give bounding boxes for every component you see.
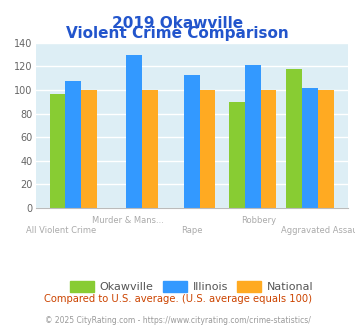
Bar (142, 90, 158, 208)
Bar (286, 69, 302, 208)
Text: Compared to U.S. average. (U.S. average equals 100): Compared to U.S. average. (U.S. average … (44, 294, 311, 304)
Text: Aggravated Assault: Aggravated Assault (282, 226, 355, 235)
Bar (50, 94, 65, 208)
Text: 2019 Okawville: 2019 Okawville (112, 16, 243, 31)
Text: All Violent Crime: All Violent Crime (26, 226, 96, 235)
Bar (261, 90, 276, 208)
Bar (81, 90, 97, 208)
Text: Murder & Mans...: Murder & Mans... (92, 216, 164, 225)
Text: Rape: Rape (181, 226, 202, 235)
Text: Violent Crime Comparison: Violent Crime Comparison (66, 26, 289, 41)
Legend: Okawville, Illinois, National: Okawville, Illinois, National (65, 276, 318, 296)
Bar (65, 81, 81, 208)
Bar (318, 90, 334, 208)
Bar (200, 90, 215, 208)
Bar (245, 65, 261, 208)
Bar (184, 75, 200, 208)
Bar (126, 55, 142, 208)
Text: © 2025 CityRating.com - https://www.cityrating.com/crime-statistics/: © 2025 CityRating.com - https://www.city… (45, 315, 310, 325)
Bar (302, 88, 318, 208)
Bar (229, 102, 245, 208)
Text: Robbery: Robbery (241, 216, 277, 225)
